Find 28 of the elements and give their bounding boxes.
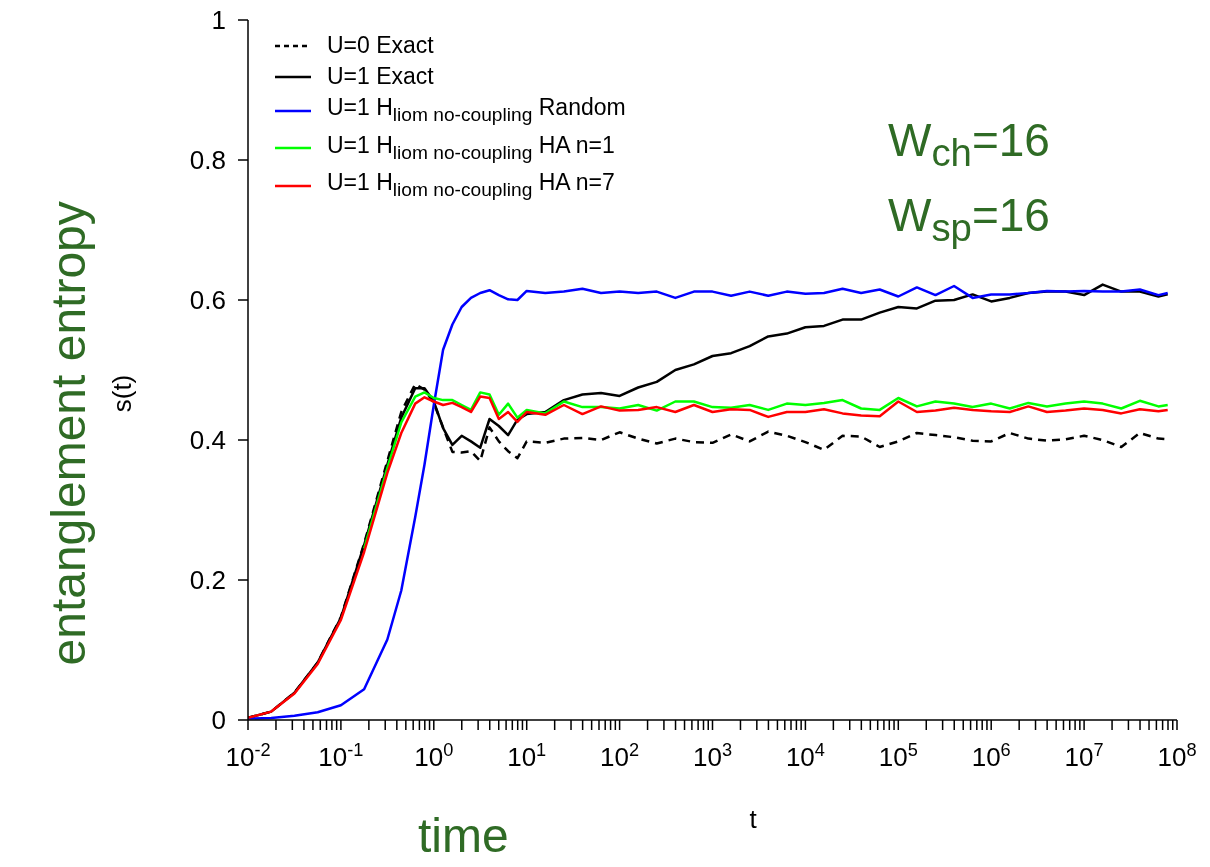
y-axis-title: s(t) bbox=[107, 374, 139, 413]
x-tick-label: 10$^{-2}$ bbox=[225, 740, 271, 772]
x-tick-label: 10$^{7}$ bbox=[1064, 740, 1104, 772]
y-tick-label: 0.6 bbox=[189, 285, 226, 315]
legend-label: U=1 H$_{liom no-coupling}$ HA n=7 bbox=[327, 168, 615, 202]
y-tick-label: 0.4 bbox=[189, 425, 226, 455]
annotation: W$_{sp}$=16 bbox=[888, 188, 1050, 251]
annotation: W$_{ch}$=16 bbox=[888, 113, 1050, 176]
x-tick-label: 10$^{5}$ bbox=[878, 740, 918, 772]
x-tick-label: 10$^{6}$ bbox=[971, 740, 1011, 772]
legend-label: U=1 H$_{liom no-coupling}$ HA n=1 bbox=[327, 130, 615, 165]
x-axis-title: t bbox=[749, 804, 757, 835]
y-tick-label: 0.2 bbox=[189, 565, 226, 595]
y-tick-label: 1 bbox=[211, 5, 226, 35]
x-tick-label: 10$^{1}$ bbox=[507, 740, 547, 772]
x-tick-label: 10$^{-1}$ bbox=[318, 740, 364, 772]
text: entanglement entropy bbox=[40, 201, 96, 666]
text: time bbox=[418, 808, 509, 863]
x-tick-label: 10$^{0}$ bbox=[414, 740, 454, 772]
x-tick-label: 10$^{8}$ bbox=[1157, 740, 1197, 772]
y-tick-label: 0 bbox=[211, 705, 226, 735]
legend-label: U=0 Exact bbox=[327, 31, 434, 60]
x-tick-label: 10$^{3}$ bbox=[692, 740, 733, 772]
y-tick-label: 0.8 bbox=[189, 145, 226, 175]
legend-label: U=1 H$_{liom no-coupling}$ Random bbox=[327, 93, 626, 127]
x-tick-label: 10$^{4}$ bbox=[785, 740, 825, 772]
x-tick-label: 10$^{2}$ bbox=[600, 740, 640, 772]
legend-label: U=1 Exact bbox=[327, 62, 434, 91]
